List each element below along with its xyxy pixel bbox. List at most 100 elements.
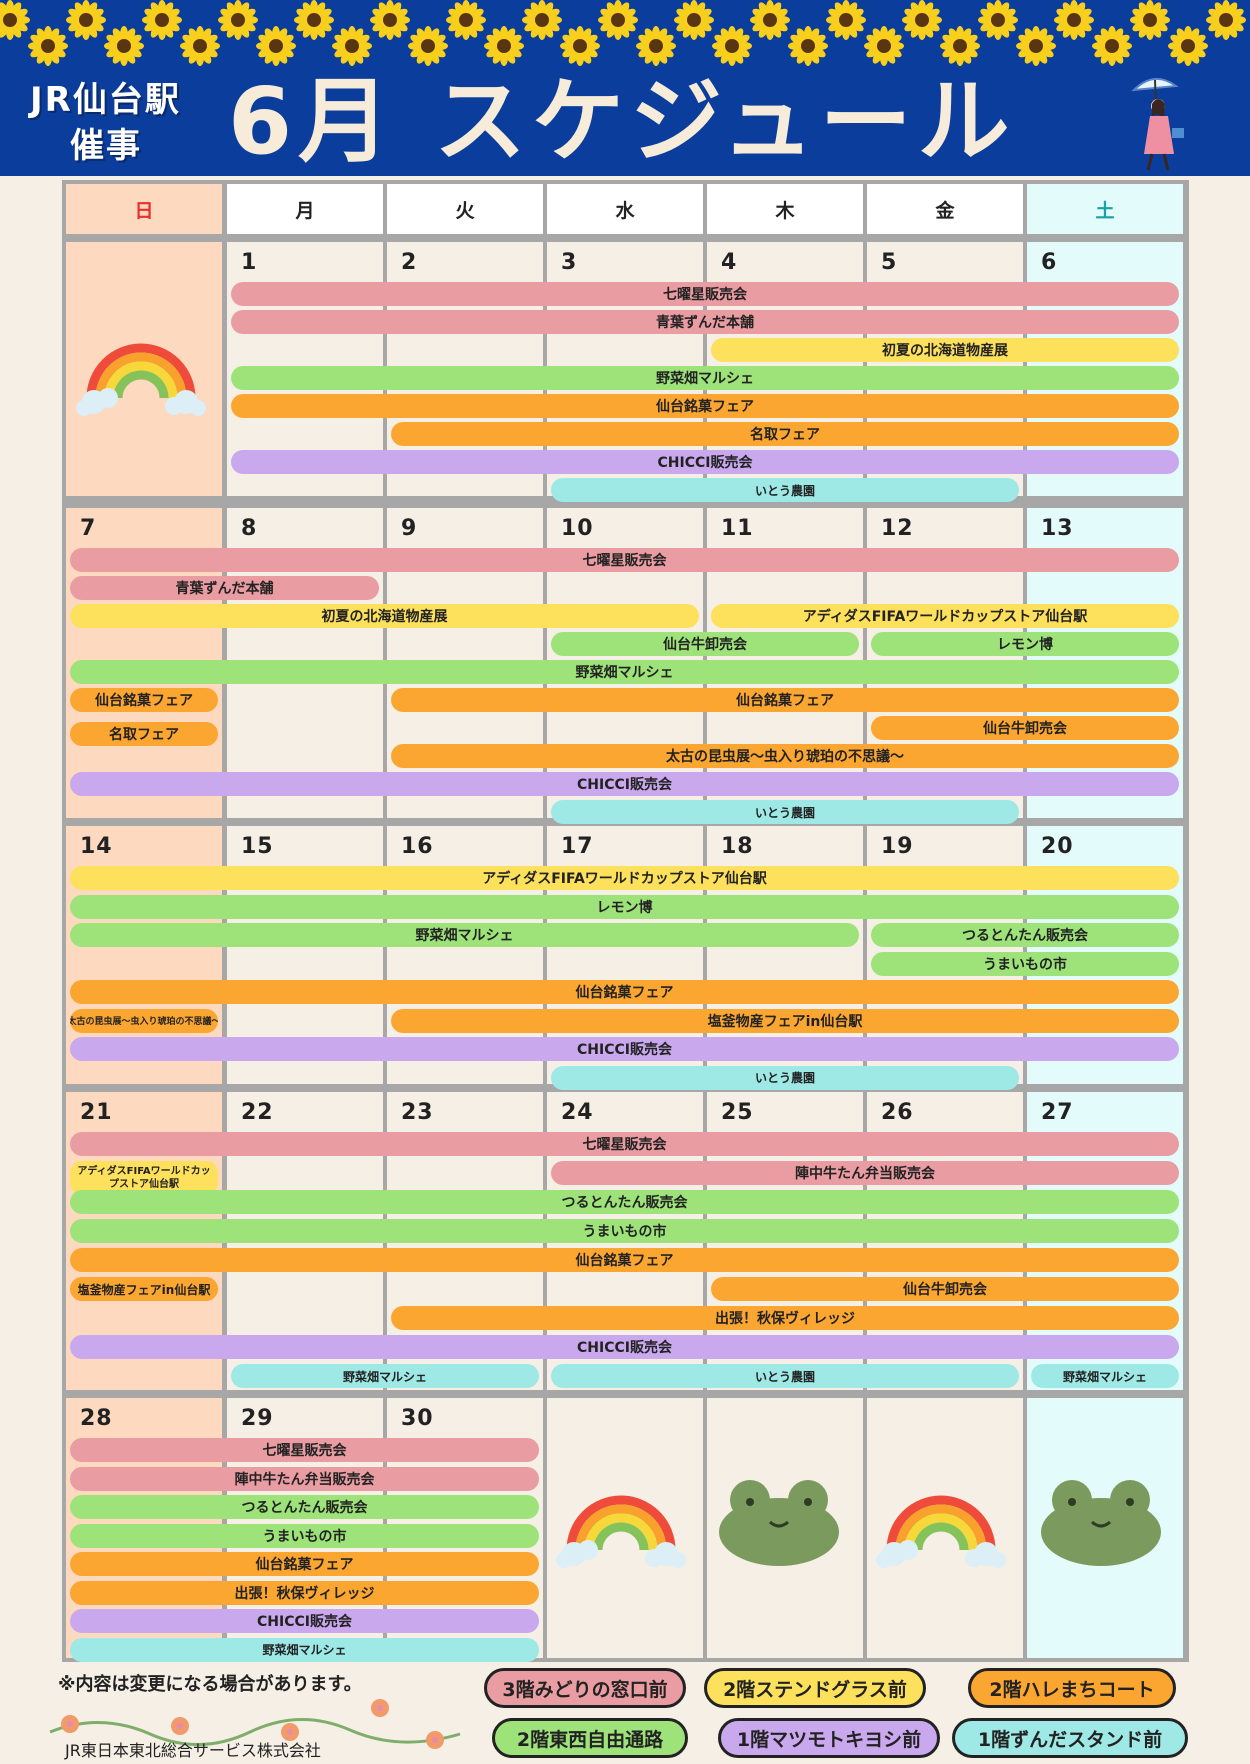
header-banner: JR仙台駅 催事 6月 スケジュール xyxy=(0,0,1250,176)
event-bar: 仙台銘菓フェア xyxy=(231,394,1179,418)
event-bar: 七曜星販売会 xyxy=(70,548,1179,572)
location-legend-item: 1階ずんだスタンド前 xyxy=(952,1718,1188,1758)
day-number: 10 xyxy=(561,516,594,541)
event-bar: CHICCI販売会 xyxy=(70,772,1179,796)
sunflower-icon xyxy=(826,0,866,40)
rainbow-icon xyxy=(876,1480,1006,1574)
sunflower-icon xyxy=(864,26,904,66)
event-bar: 仙台牛卸売会 xyxy=(871,716,1179,740)
event-bar: 仙台銘菓フェア xyxy=(70,980,1179,1004)
sunflower-icon xyxy=(104,26,144,66)
day-number: 16 xyxy=(401,834,434,859)
event-bar: レモン博 xyxy=(70,894,1179,919)
location-legend-item: 2階ハレまちコート xyxy=(968,1668,1176,1708)
event-bar: 七曜星販売会 xyxy=(231,282,1179,306)
sunflower-icon xyxy=(180,26,220,66)
day-number: 11 xyxy=(721,516,754,541)
frog-icon xyxy=(714,1470,844,1574)
event-bar: レモン博 xyxy=(871,632,1179,656)
event-bar: 仙台銘菓フェア xyxy=(70,1248,1179,1272)
event-bar: 出張！秋保ヴィレッジ xyxy=(70,1580,539,1605)
day-number: 3 xyxy=(561,250,578,275)
day-number: 6 xyxy=(1041,250,1058,275)
event-bar: いとう農園 xyxy=(551,478,1019,502)
location-legend-item: 2階東西自由通路 xyxy=(492,1718,688,1758)
day-number: 4 xyxy=(721,250,738,275)
event-bar: 青葉ずんだ本舗 xyxy=(70,576,379,600)
day-number: 28 xyxy=(80,1406,113,1431)
day-number: 14 xyxy=(80,834,113,859)
sunflower-icon xyxy=(66,0,106,40)
event-bar: いとう農園 xyxy=(551,800,1019,824)
sunflower-icon xyxy=(370,0,410,40)
logo-line-2: 催事 xyxy=(70,126,142,166)
event-bar: うまいもの市 xyxy=(871,951,1179,976)
flower-vine-decoration xyxy=(49,1699,461,1749)
event-bar: CHICCI販売会 xyxy=(70,1609,539,1633)
sunflower-icon xyxy=(218,0,258,40)
event-bar: いとう農園 xyxy=(551,1065,1019,1090)
day-number: 9 xyxy=(401,516,418,541)
sunflower-icon xyxy=(902,0,942,40)
day-number: 21 xyxy=(80,1100,113,1125)
event-bar: 塩釜物産フェアin仙台駅 xyxy=(70,1277,218,1301)
sunflower-icon xyxy=(1016,26,1056,66)
event-bar: 仙台銘菓フェア xyxy=(70,688,218,712)
event-bar: アディダスFIFAワールドカップストア仙台駅 xyxy=(711,604,1179,628)
day-number: 13 xyxy=(1041,516,1074,541)
rainbow-icon xyxy=(556,1480,686,1574)
day-number: 25 xyxy=(721,1100,754,1125)
event-bar: 陣中牛たん弁当販売会 xyxy=(551,1161,1179,1185)
day-number: 20 xyxy=(1041,834,1074,859)
event-bar: つるとんたん販売会 xyxy=(70,1495,539,1519)
sunflower-icon xyxy=(1054,0,1094,40)
day-number: 23 xyxy=(401,1100,434,1125)
event-bar: うまいもの市 xyxy=(70,1523,539,1548)
event-bar: 仙台牛卸売会 xyxy=(711,1277,1179,1301)
event-bar: うまいもの市 xyxy=(70,1219,1179,1243)
sunflower-icon xyxy=(142,0,182,40)
sunflower-icon xyxy=(674,0,714,40)
event-bar: CHICCI販売会 xyxy=(231,450,1179,474)
sunflower-icon xyxy=(1092,26,1132,66)
sunflower-icon xyxy=(408,26,448,66)
sunflower-icon xyxy=(0,0,30,40)
rainbow-icon xyxy=(76,328,206,422)
weekday-header: 日 xyxy=(66,184,222,234)
day-number: 18 xyxy=(721,834,754,859)
event-bar: 野菜畑マルシェ xyxy=(1031,1364,1179,1388)
page-title: 6月 スケジュール xyxy=(228,68,1016,175)
event-bar: 野菜畑マルシェ xyxy=(231,1364,539,1388)
day-number: 1 xyxy=(241,250,258,275)
event-bar: 七曜星販売会 xyxy=(70,1438,539,1462)
event-bar: 名取フェア xyxy=(391,422,1179,446)
day-number: 22 xyxy=(241,1100,274,1125)
sunflower-icon xyxy=(636,26,676,66)
event-bar: つるとんたん販売会 xyxy=(871,923,1179,947)
sunflower-icon xyxy=(256,26,296,66)
weekday-header: 木 xyxy=(707,184,863,234)
event-bar: 野菜畑マルシェ xyxy=(70,1637,539,1662)
day-number: 29 xyxy=(241,1406,274,1431)
event-bar: 仙台銘菓フェア xyxy=(70,1552,539,1576)
day-number: 2 xyxy=(401,250,418,275)
disclaimer-note: ※内容は変更になる場合があります。 xyxy=(58,1674,362,1695)
event-bar: CHICCI販売会 xyxy=(70,1335,1179,1359)
sunflower-icon xyxy=(788,26,828,66)
sunflower-icon xyxy=(1168,26,1208,66)
sunflower-icon xyxy=(750,0,790,40)
sunflower-icon xyxy=(446,0,486,40)
event-bar: 太古の昆虫展～虫入り琥珀の不思議～ xyxy=(391,744,1179,768)
weekday-header: 火 xyxy=(387,184,543,234)
event-bar: 仙台銘菓フェア xyxy=(391,688,1179,712)
day-number: 27 xyxy=(1041,1100,1074,1125)
weekday-header: 水 xyxy=(547,184,703,234)
weekday-header: 月 xyxy=(227,184,383,234)
umbrella-woman-icon xyxy=(1131,78,1184,171)
day-number: 30 xyxy=(401,1406,434,1431)
calendar-grid: 日月火水木金土 1 2 3 4 5 6 7 8 9 10 11 12 13 14 15 16 17 18 19 20 2… xyxy=(62,180,1189,1662)
sunflower-icon xyxy=(560,26,600,66)
event-bar: 太古の昆虫展～虫入り琥珀の不思議～ xyxy=(70,1008,218,1033)
sunflower-icon xyxy=(598,0,638,40)
